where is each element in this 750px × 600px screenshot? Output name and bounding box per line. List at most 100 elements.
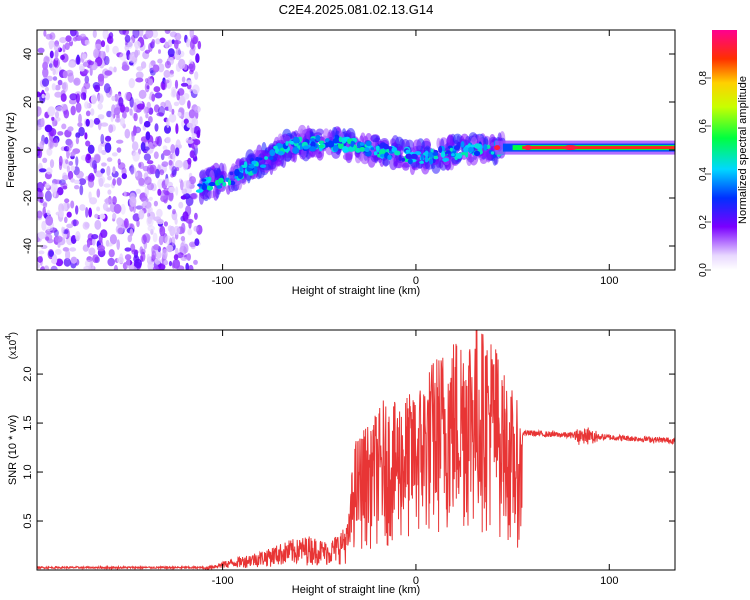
noise-blob <box>147 225 155 232</box>
noise-blob <box>170 144 176 154</box>
noise-blob <box>134 49 139 58</box>
y-tick-label: 1.5 <box>22 415 34 430</box>
noise-blob <box>75 205 79 215</box>
noise-blob <box>112 212 117 220</box>
noise-blob <box>168 260 173 267</box>
noise-blob <box>151 93 156 102</box>
y-tick-label: 1.0 <box>22 464 34 479</box>
noise-blob <box>175 186 179 196</box>
noise-blob <box>84 75 90 84</box>
noise-blob <box>37 231 46 240</box>
noise-blob <box>44 86 50 92</box>
noise-blob <box>153 244 160 251</box>
noise-blob <box>60 54 65 61</box>
noise-blob <box>189 150 195 159</box>
noise-blob <box>143 106 148 115</box>
noise-blob <box>172 209 176 215</box>
trace-blob <box>332 144 339 152</box>
noise-blob <box>102 30 109 40</box>
noise-blob <box>103 183 111 188</box>
trace-halo <box>306 125 311 141</box>
trace-halo <box>370 134 380 143</box>
x-tick-label: 100 <box>600 275 618 287</box>
trace-halo <box>212 185 219 201</box>
noise-blob <box>189 176 196 185</box>
noise-blob <box>46 147 53 156</box>
noise-blob <box>174 79 179 89</box>
noise-blob <box>169 225 176 237</box>
noise-blob <box>128 52 137 63</box>
noise-blob <box>138 209 145 220</box>
snr-scale-close: ) <box>8 332 19 335</box>
noise-blob <box>154 258 161 265</box>
noise-blob <box>61 226 65 234</box>
noise-blob <box>37 106 42 117</box>
noise-blob <box>70 105 76 116</box>
noise-blob <box>148 116 153 123</box>
noise-blob <box>41 93 45 99</box>
noise-blob <box>101 149 107 155</box>
trace-blob <box>456 152 463 159</box>
x-tick-label: 0 <box>413 275 419 287</box>
noise-blob <box>188 264 194 270</box>
noise-blob <box>37 146 41 157</box>
noise-blob <box>123 190 127 197</box>
noise-blob <box>146 160 154 165</box>
noise-blob <box>194 238 200 247</box>
noise-blob <box>107 189 112 195</box>
noise-blob <box>78 178 87 186</box>
noise-blob <box>140 61 147 69</box>
noise-blob <box>88 207 92 218</box>
noise-blob <box>110 111 114 123</box>
noise-blob <box>164 30 171 34</box>
noise-blob <box>142 200 147 206</box>
noise-blob <box>139 246 144 255</box>
noise-blob <box>186 253 191 261</box>
noise-blob <box>154 123 159 132</box>
noise-blob <box>47 106 56 117</box>
tone-peak <box>524 145 533 151</box>
noise-blob <box>118 97 124 107</box>
spectrogram-content <box>37 30 675 270</box>
noise-blob <box>165 136 171 144</box>
noise-blob <box>121 173 128 180</box>
noise-blob <box>37 91 41 98</box>
noise-blob <box>156 112 164 117</box>
noise-blob <box>37 47 45 54</box>
noise-blob <box>44 124 53 133</box>
noise-blob <box>164 178 169 186</box>
noise-blob <box>85 207 89 218</box>
noise-blob <box>196 130 201 138</box>
noise-blob <box>105 197 113 205</box>
noise-blob <box>94 43 102 50</box>
tone-peak <box>563 145 578 151</box>
noise-blob <box>146 253 150 262</box>
noise-blob <box>102 202 108 211</box>
noise-blob <box>45 33 53 40</box>
noise-blob <box>48 40 56 48</box>
noise-blob <box>99 213 106 220</box>
noise-blob <box>164 124 171 134</box>
noise-blob <box>186 139 194 144</box>
trace-blob <box>460 152 468 156</box>
noise-blob <box>135 205 144 210</box>
noise-blob <box>100 122 109 127</box>
noise-blob <box>172 259 181 269</box>
trace-halo <box>199 169 207 180</box>
noise-blob <box>183 118 189 125</box>
noise-blob <box>116 239 120 251</box>
noise-blob <box>161 248 168 260</box>
trace-blob <box>201 178 207 182</box>
trace-blob <box>407 158 413 165</box>
noise-blob <box>178 144 182 149</box>
noise-blob <box>79 65 85 72</box>
noise-blob <box>37 124 42 131</box>
noise-blob <box>114 117 121 123</box>
trace-blob <box>292 147 300 154</box>
x-tick-label: 100 <box>600 575 618 587</box>
noise-blob <box>129 228 134 237</box>
noise-blob <box>133 125 137 136</box>
colorbar-tick-label: 0.6 <box>698 119 709 133</box>
noise-blob <box>185 38 191 48</box>
trace-blob <box>424 156 429 163</box>
